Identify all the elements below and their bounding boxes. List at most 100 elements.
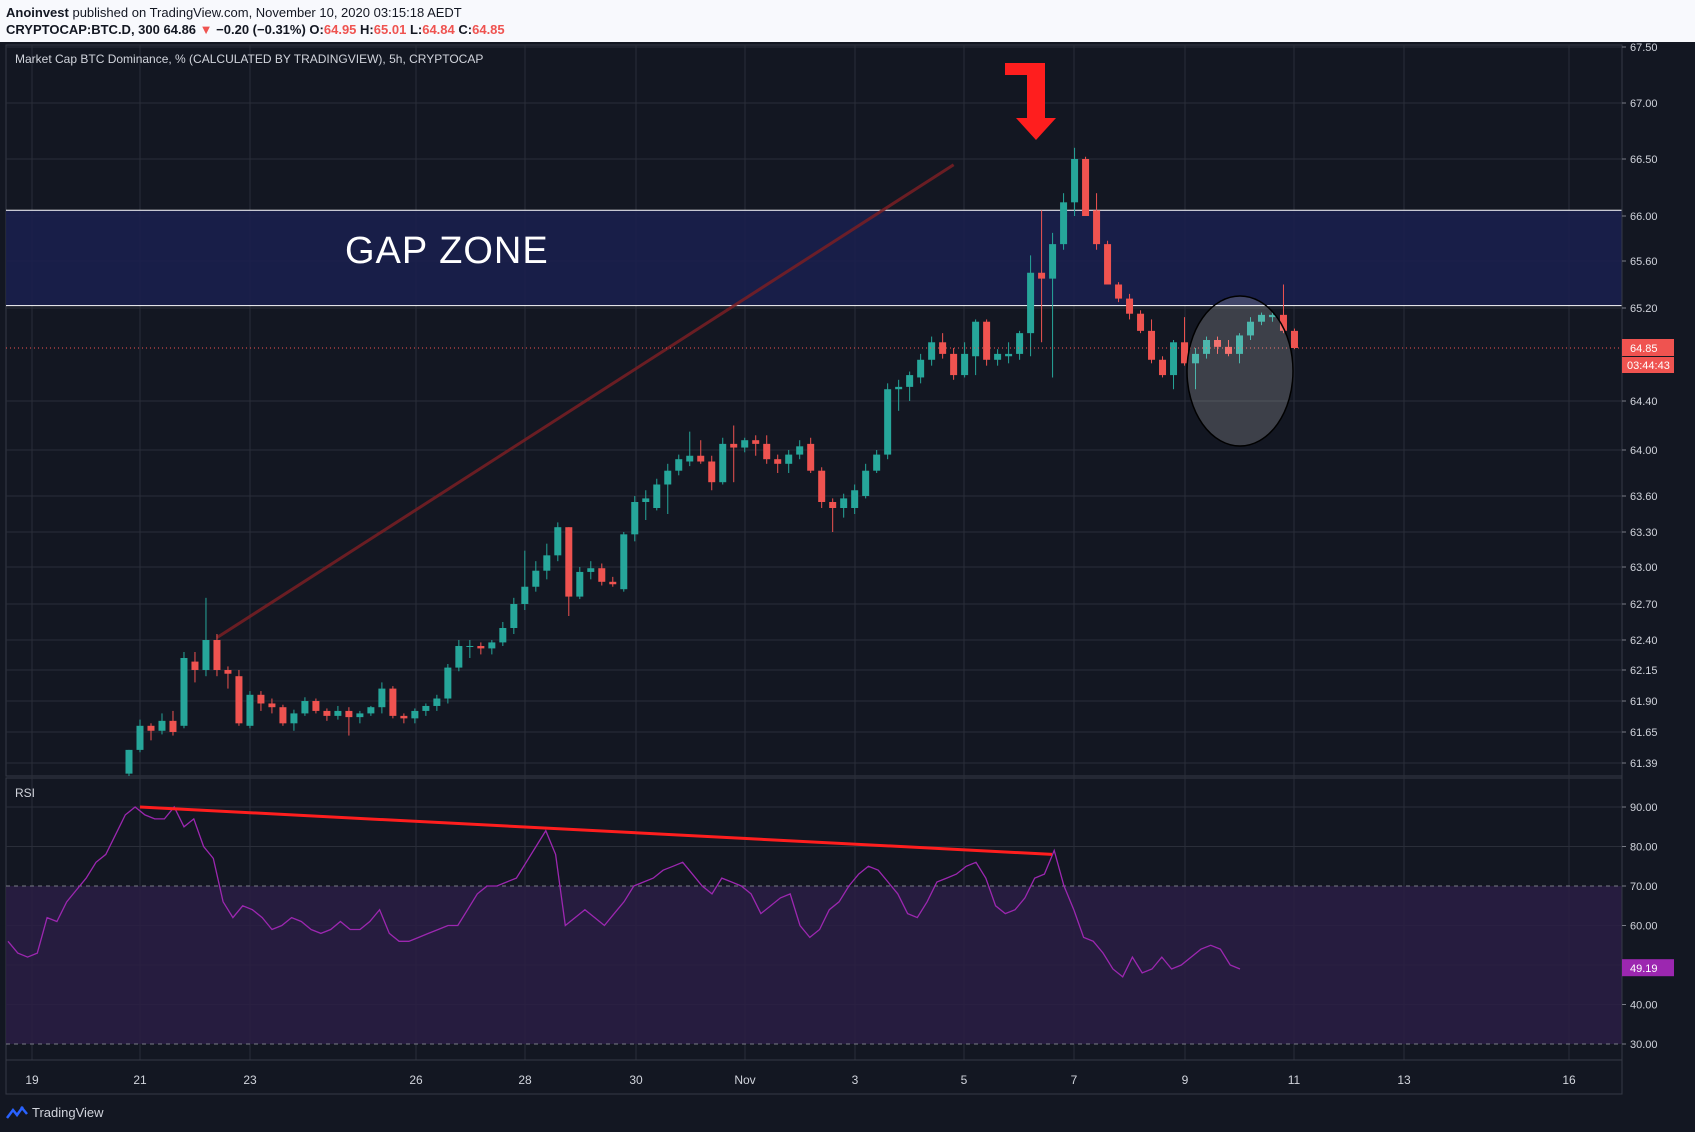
price-tick-label: 61.65 [1630, 727, 1658, 739]
candle-body [983, 321, 991, 360]
candle-body [466, 646, 474, 647]
candle-body [477, 646, 485, 649]
candle-body [774, 459, 782, 464]
tradingview-brand[interactable]: TradingView [6, 1105, 104, 1120]
candle-body [609, 581, 617, 585]
candle-body [620, 534, 628, 590]
candle-body [1005, 353, 1013, 357]
candle-body [334, 710, 342, 716]
candle-body [1290, 330, 1298, 348]
candle-body [598, 568, 606, 582]
candle-body [1082, 159, 1090, 216]
candle-body [631, 502, 639, 535]
candle-body [433, 698, 441, 706]
candle-body [1181, 342, 1189, 364]
candle-body [675, 459, 683, 471]
down-arrow-annotation-icon [1005, 63, 1056, 140]
candle-body [1192, 353, 1200, 364]
price-tick-label: 62.15 [1630, 665, 1658, 677]
candle-body [488, 642, 496, 649]
candle-body [367, 707, 375, 714]
rsi-pane-title: RSI [15, 786, 36, 800]
candle-body [653, 484, 661, 508]
candle-body [576, 571, 584, 597]
price-change: −0.20 (−0.31%) [216, 22, 306, 37]
rsi-tick-label: 30.00 [1630, 1039, 1658, 1051]
candle-body [257, 694, 265, 704]
time-axis-label: 30 [629, 1073, 643, 1087]
candle-body [521, 586, 529, 604]
price-tick-label: 64.00 [1630, 445, 1658, 457]
author-name[interactable]: Anoinvest [6, 5, 69, 20]
candle-body [246, 694, 254, 726]
price-badge-label: 64.85 [1630, 343, 1658, 355]
time-axis-label: Nov [734, 1073, 755, 1087]
candle-body [1235, 335, 1243, 354]
candle-body [554, 527, 562, 556]
candle-body [389, 688, 397, 716]
candle-body [180, 658, 188, 726]
price-tick-label: 63.60 [1630, 491, 1658, 503]
candle-body [213, 640, 221, 670]
price-tick-label: 63.30 [1630, 527, 1658, 539]
low-label: L: [409, 22, 423, 37]
candle-body [510, 604, 518, 628]
candle-body [697, 455, 705, 462]
price-tick-label: 66.50 [1630, 154, 1658, 166]
candle-body [1246, 321, 1254, 336]
candle-body [818, 470, 826, 502]
countdown-badge-label: 03:44:43 [1627, 360, 1670, 372]
candle-body [994, 353, 1002, 360]
price-badge-bg [1622, 339, 1674, 356]
time-axis-label: 23 [243, 1073, 257, 1087]
candle-body [972, 321, 980, 357]
candle-body [268, 703, 276, 708]
candle-body [895, 386, 903, 390]
rsi-tick-label: 80.00 [1630, 842, 1658, 854]
candle-body [851, 490, 859, 508]
candle-body [961, 353, 969, 376]
open-label: O: [309, 22, 324, 37]
candle-body [1137, 313, 1145, 331]
candle-body [136, 725, 144, 750]
time-axis-label: 3 [852, 1073, 859, 1087]
gap-zone-label: GAP ZONE [345, 230, 549, 272]
candle-body [312, 701, 320, 711]
candle-body [1148, 330, 1156, 360]
close-value: 64.85 [472, 22, 505, 37]
candle-body [323, 710, 331, 716]
candle-body [422, 705, 430, 711]
publisher-line: Anoinvest published on TradingView.com, … [6, 5, 462, 20]
candle-body [565, 527, 573, 597]
countdown-badge-bg [1622, 357, 1674, 373]
time-axis-label: 5 [961, 1073, 968, 1087]
footer-bar [0, 1095, 1695, 1132]
chart-canvas[interactable]: 67.50 67.00 66.50 66.00 65.60 65.20 64.40 64.00… [0, 42, 1695, 1095]
time-axis-label: 28 [518, 1073, 532, 1087]
time-axis-label: 26 [409, 1073, 423, 1087]
candle-body [1027, 272, 1035, 334]
candle-body [708, 461, 716, 483]
candle-body [125, 749, 133, 774]
price-tick-label: 61.39 [1630, 758, 1658, 770]
time-axis-label: 7 [1071, 1073, 1078, 1087]
brand-name: TradingView [32, 1105, 104, 1120]
high-label: H: [360, 22, 374, 37]
candle-body [785, 454, 793, 464]
candle-body [400, 715, 408, 719]
candle-body [840, 498, 848, 508]
price-axis [1622, 45, 1695, 1060]
high-value: 65.01 [373, 22, 407, 37]
candle-body [763, 443, 771, 460]
candle-body [873, 454, 881, 471]
rsi-tick-label: 70.00 [1630, 881, 1658, 893]
price-tick-label: 62.70 [1630, 599, 1658, 611]
candle-body [1225, 346, 1232, 354]
candle-body [664, 470, 672, 485]
candle-body [884, 389, 892, 455]
candle-body [1279, 314, 1287, 331]
candle-body [1071, 159, 1079, 203]
candle-body [796, 446, 804, 455]
candle-body [202, 640, 210, 670]
time-axis-label: 11 [1288, 1073, 1301, 1087]
